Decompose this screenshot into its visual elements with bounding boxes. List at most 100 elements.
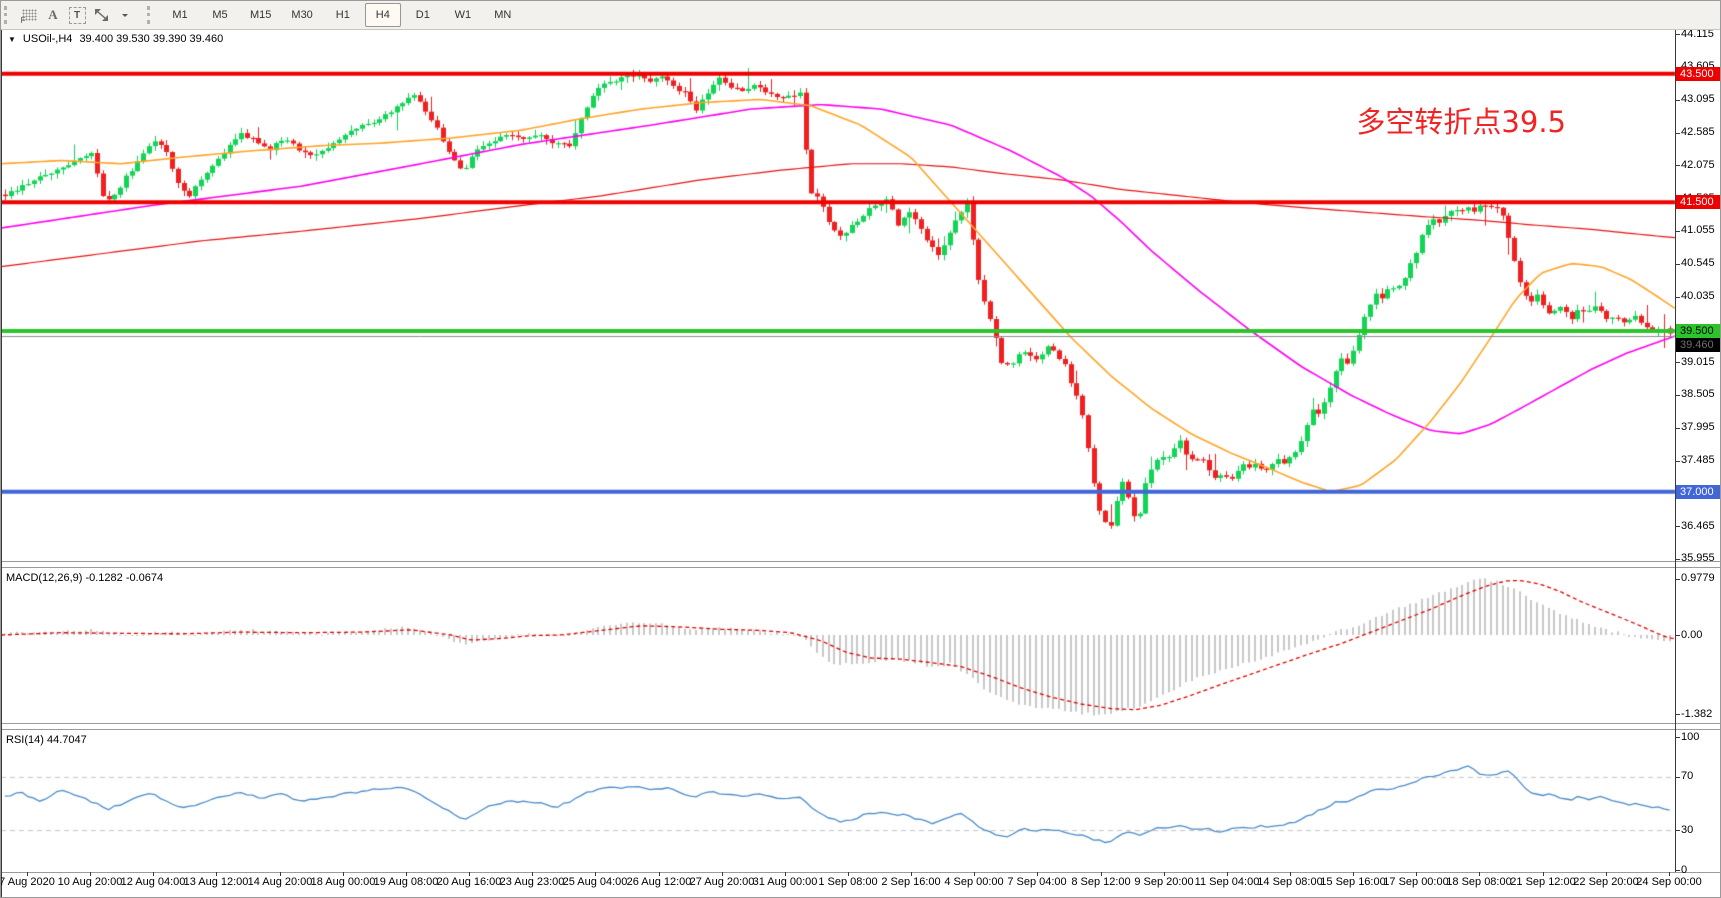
time-tick bbox=[1290, 872, 1291, 876]
rsi-tick bbox=[1675, 870, 1680, 871]
price-tick bbox=[1675, 297, 1680, 298]
time-tick bbox=[722, 872, 723, 876]
timeframe-button-H4[interactable]: H4 bbox=[364, 3, 401, 27]
time-axis-label: 15 Sep 16:00 bbox=[1320, 876, 1386, 888]
rsi-tick-label: 0 bbox=[1681, 864, 1688, 876]
price-tick-label: 36.465 bbox=[1681, 520, 1715, 532]
time-tick bbox=[1164, 872, 1165, 876]
time-tick bbox=[532, 872, 533, 876]
price-tick bbox=[1675, 231, 1680, 232]
price-tick-label: 39.015 bbox=[1681, 356, 1715, 368]
macd-pane-bottom-border bbox=[1, 723, 1720, 724]
time-tick bbox=[785, 872, 786, 876]
time-axis-label: 22 Sep 20:00 bbox=[1573, 876, 1639, 888]
timeframe-button-M5[interactable]: M5 bbox=[212, 9, 228, 21]
time-axis-label: 4 Sep 00:00 bbox=[944, 876, 1004, 888]
hline-price-label: 41.500 bbox=[1676, 195, 1720, 209]
macd-tick bbox=[1675, 714, 1680, 715]
rsi-pane-top-border[interactable] bbox=[1, 729, 1720, 730]
time-tick bbox=[974, 872, 975, 876]
time-axis-label: 24 Sep 00:00 bbox=[1636, 876, 1702, 888]
collapse-triangle-icon[interactable]: ▼ bbox=[8, 34, 16, 44]
diagonal-arrows-icon bbox=[94, 9, 108, 21]
hline-price-label: 37.000 bbox=[1676, 485, 1720, 499]
time-tick bbox=[216, 872, 217, 876]
price-tick bbox=[1675, 461, 1680, 462]
hline-price-label: 39.500 bbox=[1676, 324, 1720, 338]
time-tick bbox=[1101, 872, 1102, 876]
time-tick bbox=[659, 872, 660, 876]
grid-f-icon: F bbox=[21, 9, 37, 25]
rsi-label: RSI(14) 44.7047 bbox=[6, 734, 87, 746]
cursor-mode-dropdown[interactable] bbox=[115, 4, 135, 26]
hline-price-label: 43.500 bbox=[1676, 67, 1720, 81]
time-tick bbox=[1543, 872, 1544, 876]
rsi-tick-label: 30 bbox=[1681, 824, 1694, 836]
time-axis-label: 7 Aug 2020 bbox=[0, 876, 55, 888]
time-tick bbox=[280, 872, 281, 876]
price-tick bbox=[1675, 165, 1680, 166]
time-axis-label: 27 Aug 20:00 bbox=[689, 876, 755, 888]
time-axis-label: 14 Sep 08:00 bbox=[1257, 876, 1323, 888]
toolbar: F A T M1 M5 M15 M30 H1 H4 D1 W1 MN bbox=[1, 1, 1720, 30]
time-tick bbox=[1416, 872, 1417, 876]
time-axis-label: 13 Aug 12:00 bbox=[183, 876, 249, 888]
price-tick bbox=[1675, 526, 1680, 527]
price-tick bbox=[1675, 362, 1680, 363]
price-tick-label: 40.545 bbox=[1681, 257, 1715, 269]
font-a-icon: A bbox=[48, 7, 58, 22]
macd-pane-top-border[interactable] bbox=[1, 567, 1720, 568]
symbol-title: USOil-,H4 bbox=[22, 33, 73, 45]
time-axis-label: 26 Aug 12:00 bbox=[626, 876, 692, 888]
time-axis-label: 23 Aug 23:00 bbox=[499, 876, 565, 888]
timeframe-button-W1[interactable]: W1 bbox=[454, 9, 472, 21]
time-axis-label: 19 Aug 08:00 bbox=[373, 876, 439, 888]
price-tick-label: 38.505 bbox=[1681, 388, 1715, 400]
time-axis-label: 2 Sep 16:00 bbox=[881, 876, 941, 888]
time-axis-label: 11 Sep 04:00 bbox=[1194, 876, 1260, 888]
chart-annotation-text[interactable]: 多空转折点39.5 bbox=[1356, 105, 1566, 139]
dropdown-caret-icon bbox=[122, 14, 128, 20]
timeframe-button-D1[interactable]: D1 bbox=[415, 9, 430, 21]
chart-left-border bbox=[1, 29, 2, 897]
price-tick bbox=[1675, 428, 1680, 429]
timeframe-button-M1[interactable]: M1 bbox=[172, 9, 188, 21]
price-tick bbox=[1675, 395, 1680, 396]
cursor-mode-button[interactable] bbox=[91, 4, 111, 26]
time-tick bbox=[911, 872, 912, 876]
time-tick bbox=[1479, 872, 1480, 876]
time-axis-label: 21 Sep 12:00 bbox=[1510, 876, 1576, 888]
font-tool-button[interactable]: A bbox=[43, 4, 63, 26]
time-axis-label: 10 Aug 20:00 bbox=[57, 876, 123, 888]
price-tick-label: 43.095 bbox=[1681, 93, 1715, 105]
time-tick bbox=[595, 872, 596, 876]
macd-tick bbox=[1675, 635, 1680, 636]
macd-tick-label: 0.00 bbox=[1681, 629, 1703, 641]
timeframe-button-H1[interactable]: H1 bbox=[335, 9, 350, 21]
time-axis-label: 14 Aug 20:00 bbox=[247, 876, 313, 888]
time-axis-label: 1 Sep 08:00 bbox=[818, 876, 878, 888]
time-tick bbox=[90, 872, 91, 876]
current-price-label: 39.460 bbox=[1676, 338, 1720, 352]
time-axis-top-border bbox=[1, 872, 1720, 873]
price-tick-label: 42.075 bbox=[1681, 159, 1715, 171]
time-tick bbox=[1227, 872, 1228, 876]
macd-tick-label: 0.9779 bbox=[1681, 572, 1715, 584]
timeframe-toolbar-drag-handle[interactable] bbox=[147, 6, 154, 24]
price-tick bbox=[1675, 264, 1680, 265]
price-tick bbox=[1675, 559, 1680, 560]
timeframe-button-M30[interactable]: M30 bbox=[291, 9, 313, 21]
time-tick bbox=[1606, 872, 1607, 876]
price-tick-label: 37.995 bbox=[1681, 421, 1715, 433]
timeframe-button-M15[interactable]: M15 bbox=[250, 9, 272, 21]
price-tick-label: 37.485 bbox=[1681, 454, 1715, 466]
price-tick bbox=[1675, 34, 1680, 35]
time-tick bbox=[343, 872, 344, 876]
toolbar-drag-handle[interactable] bbox=[4, 6, 11, 24]
text-tool-button[interactable]: T bbox=[67, 4, 87, 26]
crosshair-grid-button[interactable]: F bbox=[19, 4, 39, 26]
macd-tick bbox=[1675, 579, 1680, 580]
timeframe-button-MN[interactable]: MN bbox=[494, 9, 512, 21]
price-tick-label: 40.035 bbox=[1681, 290, 1715, 302]
